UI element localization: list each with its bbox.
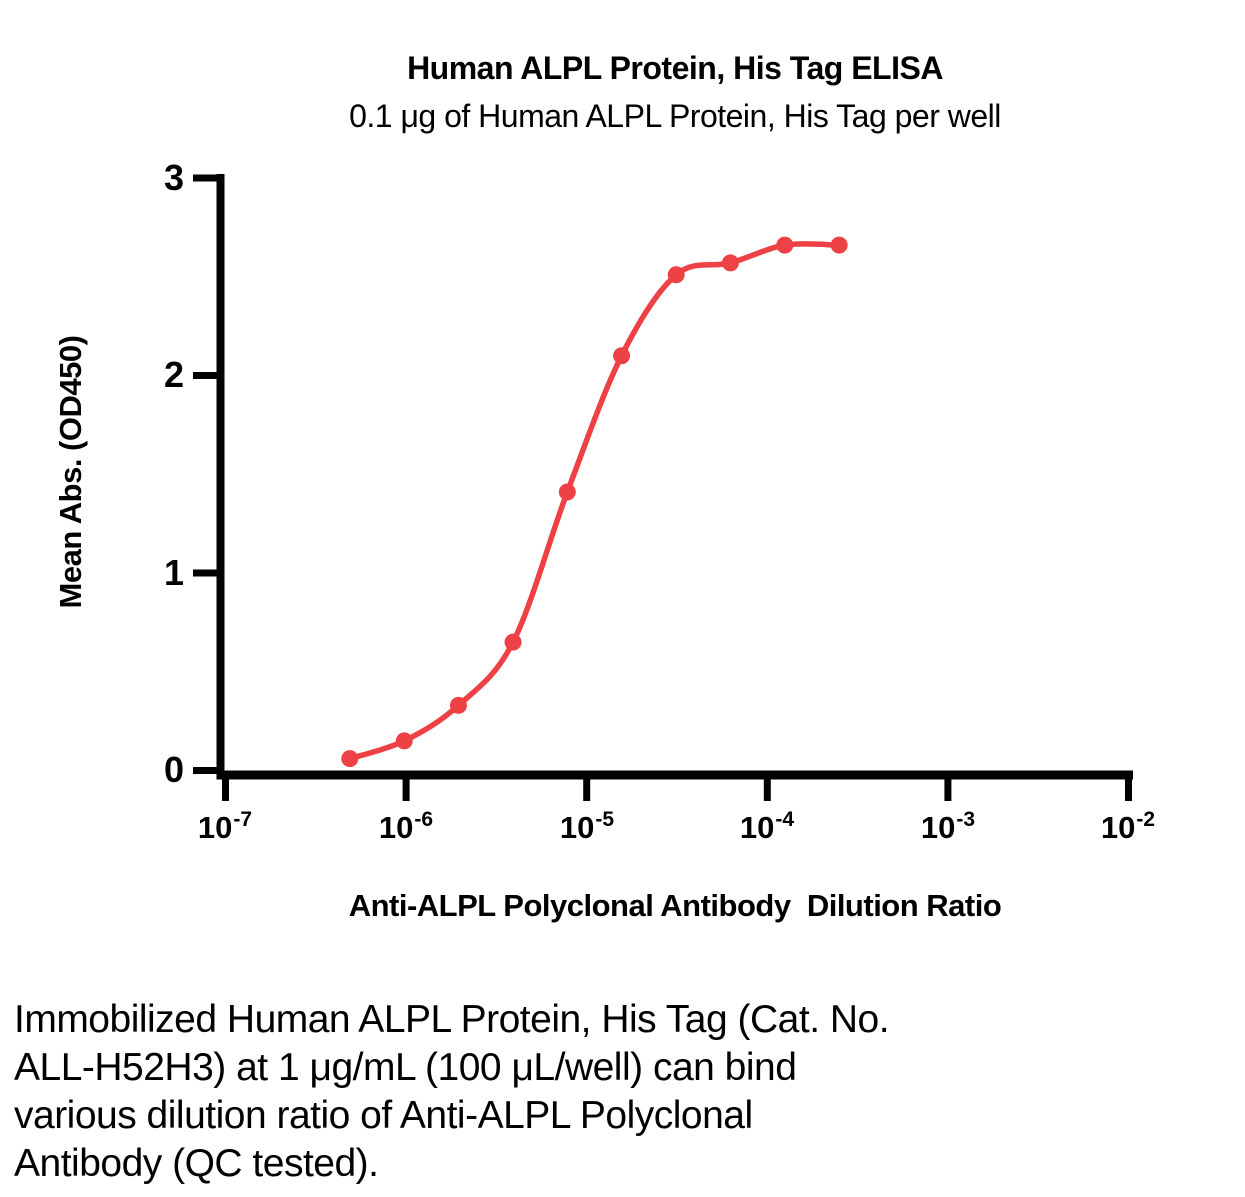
x-tick-exponent: -2 [1136, 808, 1156, 831]
x-tick-base: 10 [197, 810, 233, 845]
data-point [613, 347, 631, 365]
caption-line-3: various dilution ratio of Anti-ALPL Poly… [14, 1094, 753, 1137]
x-tick-label-1e-5: 10-5 [527, 808, 647, 846]
x-tick-label-1e-4: 10-4 [707, 808, 827, 846]
chart-subtitle: 0.1 μg of Human ALPL Protein, His Tag pe… [349, 98, 1001, 134]
data-point [667, 266, 685, 284]
x-tick-exponent: -5 [595, 808, 615, 831]
x-tick-base: 10 [559, 810, 595, 845]
data-point [395, 732, 413, 750]
y-tick-label-0: 0 [163, 749, 184, 790]
x-tick-exponent: -3 [956, 808, 976, 831]
data-point [776, 236, 794, 254]
fit-curve [347, 241, 842, 762]
chart-title: Human ALPL Protein, His Tag ELISA [407, 50, 943, 86]
x-tick-base: 10 [739, 810, 775, 845]
x-tick-label-1e-2: 10-2 [1068, 808, 1188, 846]
data-point [830, 236, 848, 254]
data-point [449, 696, 467, 714]
y-tick-label-3: 3 [163, 157, 184, 198]
x-tick-base: 10 [1100, 810, 1136, 845]
y-axis-label: Mean Abs. (OD450) [53, 335, 88, 609]
x-tick-label-1e-6: 10-6 [346, 808, 466, 846]
x-axis-label: Anti-ALPL Polyclonal Antibody Dilution R… [348, 888, 1002, 923]
x-tick-exponent: -7 [233, 808, 253, 831]
data-point [558, 483, 576, 501]
x-tick-base: 10 [920, 810, 956, 845]
caption-line-4: Antibody (QC tested). [14, 1142, 379, 1185]
data-point [721, 254, 739, 272]
x-tick-exponent: -4 [775, 808, 795, 831]
x-tick-exponent: -6 [414, 808, 434, 831]
y-tick-label-2: 2 [163, 354, 184, 395]
caption-line-1: Immobilized Human ALPL Protein, His Tag … [14, 998, 890, 1041]
data-point [341, 750, 359, 768]
x-tick-base: 10 [378, 810, 414, 845]
data-point [504, 633, 522, 651]
x-tick-label-1e-7: 10-7 [165, 808, 285, 846]
caption-line-2: ALL-H52H3) at 1 μg/mL (100 μL/well) can … [14, 1046, 797, 1089]
y-tick-label-1: 1 [163, 552, 184, 593]
x-tick-label-1e-3: 10-3 [888, 808, 1008, 846]
